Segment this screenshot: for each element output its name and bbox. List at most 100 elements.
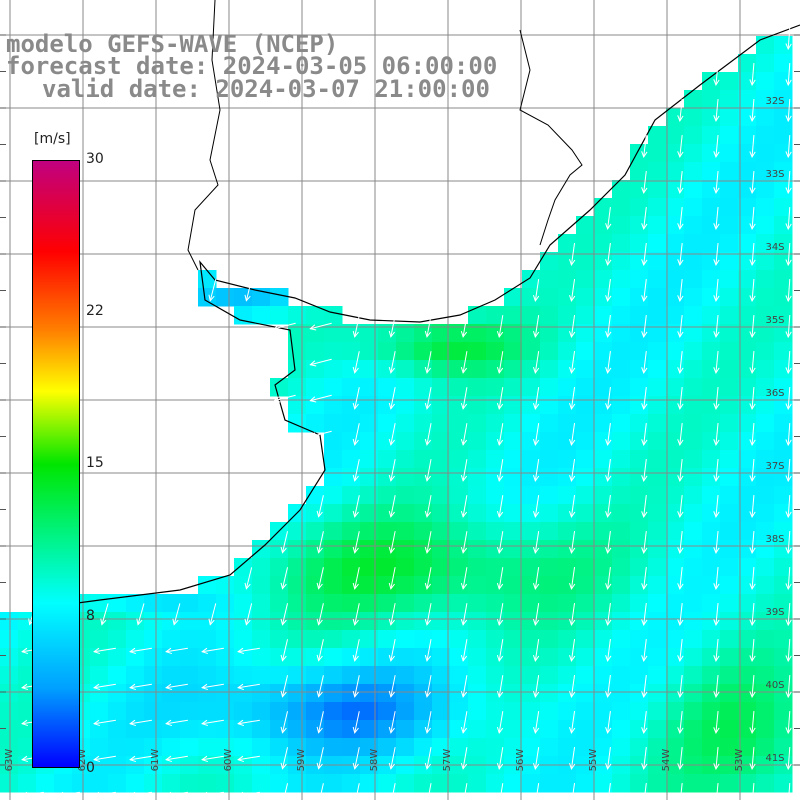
wind-arrow <box>677 747 684 771</box>
wind-cell <box>774 450 793 469</box>
wind-cell <box>684 414 703 433</box>
wind-cell <box>396 630 415 649</box>
wind-cell <box>594 540 613 559</box>
wind-cell <box>684 468 703 487</box>
wind-cell <box>0 666 19 685</box>
wind-cell <box>306 342 325 361</box>
wind-cell <box>774 594 793 613</box>
wind-cell <box>360 468 379 487</box>
wind-cell <box>684 630 703 649</box>
wind-cell <box>252 702 271 721</box>
wind-cell <box>18 702 37 721</box>
wind-arrow <box>237 755 260 763</box>
wind-arrow <box>352 351 360 374</box>
wind-cell <box>702 594 721 613</box>
wind-cell <box>504 450 523 469</box>
wind-cell <box>756 738 775 757</box>
wind-arrow <box>424 783 432 800</box>
wind-cell <box>630 702 649 721</box>
wind-cell <box>414 486 433 505</box>
wind-arrow <box>713 603 720 627</box>
wind-cell <box>612 594 631 613</box>
wind-cell <box>576 702 595 721</box>
wind-cell <box>666 288 685 307</box>
wind-cell <box>396 450 415 469</box>
wind-cell <box>648 450 667 469</box>
wind-cell <box>540 432 559 451</box>
wind-cell <box>648 576 667 595</box>
wind-arrow <box>172 603 181 626</box>
wind-cell <box>648 126 667 145</box>
wind-cell <box>558 306 577 325</box>
wind-cell <box>630 486 649 505</box>
wind-cell <box>522 774 541 793</box>
wind-cell <box>774 234 793 253</box>
wind-cell <box>774 486 793 505</box>
wind-cell <box>216 576 235 595</box>
wind-cell <box>324 450 343 469</box>
wind-cell <box>378 450 397 469</box>
wind-cell <box>756 108 775 127</box>
wind-arrow <box>424 459 432 482</box>
wind-cell <box>720 432 739 451</box>
wind-arrow <box>352 603 360 626</box>
grid-tick-labels: 32S 33S 34S 35S 36S 37S 38S 39S 40S 41S 63W 62W 61W 6… <box>4 96 785 771</box>
wind-cell <box>720 504 739 523</box>
wind-cell <box>432 504 451 523</box>
wind-cell <box>720 594 739 613</box>
wind-cell <box>486 360 505 379</box>
wind-cell <box>630 522 649 541</box>
wind-cell <box>360 342 379 361</box>
wind-cell <box>612 522 631 541</box>
wind-cell <box>324 594 343 613</box>
wind-cell <box>522 720 541 739</box>
wind-cell <box>630 198 649 217</box>
wind-arrow <box>713 63 720 87</box>
wind-cell <box>666 504 685 523</box>
wind-cell <box>432 558 451 577</box>
wind-cell <box>648 720 667 739</box>
wind-cell <box>486 414 505 433</box>
wind-cell <box>774 72 793 91</box>
wind-cell <box>0 720 19 739</box>
wind-cell <box>756 90 775 109</box>
wind-arrow <box>605 459 612 483</box>
wind-arrow <box>316 531 324 554</box>
lat-label: 36S <box>765 388 784 399</box>
wind-cell <box>522 324 541 343</box>
colorbar-tick-0: 0 <box>86 760 95 776</box>
wind-cell <box>288 630 307 649</box>
wind-cell <box>180 702 199 721</box>
wind-arrow <box>93 719 116 727</box>
wind-cell <box>468 432 487 451</box>
wind-cell <box>666 198 685 217</box>
wind-cell <box>612 360 631 379</box>
wind-cell <box>702 162 721 181</box>
wind-arrow <box>93 791 116 799</box>
lat-label: 38S <box>765 534 784 545</box>
wind-cell <box>360 324 379 343</box>
wind-cell <box>486 558 505 577</box>
wind-cell <box>612 468 631 487</box>
wind-arrow <box>713 639 720 663</box>
wind-cell <box>378 522 397 541</box>
wind-arrow <box>785 170 792 195</box>
wind-cell <box>558 666 577 685</box>
wind-cell <box>756 594 775 613</box>
wind-cell <box>540 666 559 685</box>
wind-cell <box>504 432 523 451</box>
wind-cell <box>756 774 775 793</box>
wind-cell <box>702 270 721 289</box>
wind-cell <box>486 576 505 595</box>
wind-cell <box>558 504 577 523</box>
wind-cell <box>594 432 613 451</box>
wind-arrow <box>785 674 792 699</box>
wind-cell <box>396 342 415 361</box>
wind-arrow <box>677 279 684 303</box>
lat-label: 32S <box>765 96 784 107</box>
wind-cell <box>774 360 793 379</box>
wind-cell <box>540 738 559 757</box>
wind-cell <box>684 180 703 199</box>
wind-arrow <box>129 755 152 763</box>
wind-cell <box>540 720 559 739</box>
